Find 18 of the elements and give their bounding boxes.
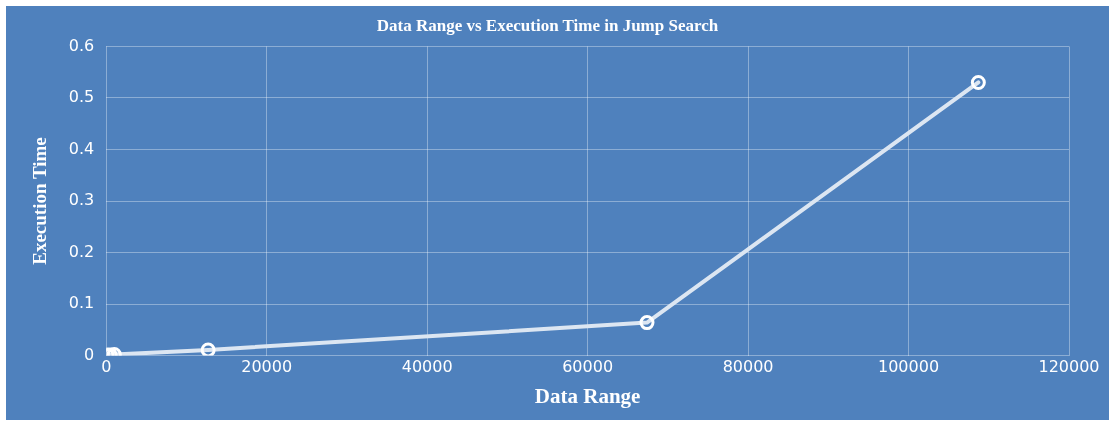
y-tick-label: 0.4 xyxy=(68,138,95,158)
x-tick-label: 100000 xyxy=(878,357,940,377)
x-axis-title: Data Range xyxy=(534,383,641,408)
x-tick-label: 20000 xyxy=(241,357,293,377)
y-tick-label: 0.6 xyxy=(68,35,95,55)
y-tick-label: 0 xyxy=(84,344,95,364)
y-tick-label: 0.3 xyxy=(68,190,95,210)
y-axis-title: Execution Time xyxy=(29,137,51,265)
x-tick-label: 0 xyxy=(101,357,112,377)
y-tick-label: 0.5 xyxy=(68,87,95,107)
x-tick-label: 80000 xyxy=(722,357,774,377)
x-tick-label: 60000 xyxy=(562,357,614,377)
y-tick-label: 0.2 xyxy=(68,241,95,261)
y-tick-label: 0.1 xyxy=(68,293,95,313)
chart-title: Data Range vs Execution Time in Jump Search xyxy=(376,15,719,35)
x-tick-label: 120000 xyxy=(1038,357,1100,377)
x-tick-label: 40000 xyxy=(401,357,453,377)
point xyxy=(970,74,986,90)
